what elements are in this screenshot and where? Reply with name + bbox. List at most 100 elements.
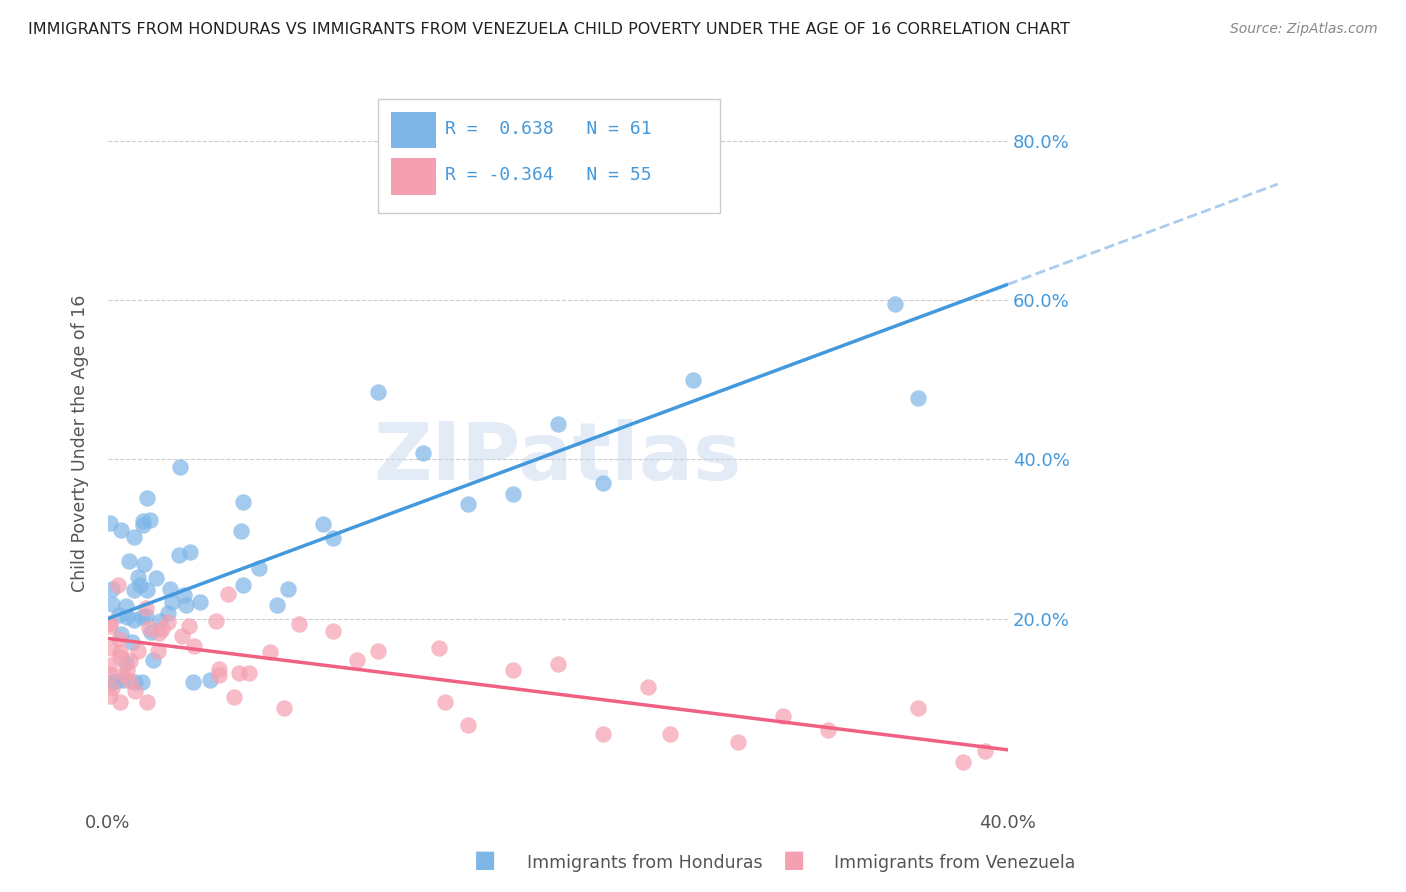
Point <box>322 531 344 545</box>
Point <box>110 695 132 709</box>
Point <box>131 610 153 624</box>
Point <box>173 588 195 602</box>
Point <box>122 583 145 598</box>
Point <box>457 718 479 732</box>
Point <box>238 665 260 680</box>
Point <box>231 524 253 539</box>
Point <box>659 727 682 741</box>
Point <box>129 578 152 592</box>
Text: ■: ■ <box>783 848 806 872</box>
Y-axis label: Child Poverty Under the Age of 16: Child Poverty Under the Age of 16 <box>72 294 89 592</box>
Point <box>135 609 157 624</box>
Point <box>105 674 128 689</box>
Point <box>110 523 132 537</box>
Point <box>131 675 153 690</box>
FancyBboxPatch shape <box>378 99 720 213</box>
Point <box>169 459 191 474</box>
Point <box>547 657 569 671</box>
Point <box>367 643 389 657</box>
Point <box>907 391 929 405</box>
Point <box>169 548 191 562</box>
Point <box>115 664 138 678</box>
Text: R = -0.364   N = 55: R = -0.364 N = 55 <box>446 166 652 184</box>
Point <box>952 755 974 769</box>
Point <box>817 723 839 738</box>
Point <box>134 557 156 571</box>
Point <box>434 695 457 709</box>
Bar <box>391 112 436 148</box>
Point <box>131 514 153 528</box>
Point <box>232 578 254 592</box>
Point <box>136 491 159 505</box>
Point <box>266 599 288 613</box>
Point <box>228 665 250 680</box>
Text: ■: ■ <box>474 848 496 872</box>
Point <box>346 653 368 667</box>
Point <box>150 623 173 637</box>
Point <box>98 616 121 631</box>
Point <box>772 709 794 723</box>
Point <box>114 599 136 614</box>
Point <box>145 571 167 585</box>
Point <box>149 614 172 628</box>
Point <box>136 582 159 597</box>
Point <box>122 530 145 544</box>
Point <box>907 701 929 715</box>
Point <box>101 681 124 695</box>
Point <box>637 681 659 695</box>
Point <box>277 582 299 597</box>
Point <box>174 599 197 613</box>
Point <box>98 689 121 703</box>
Text: Immigrants from Honduras: Immigrants from Honduras <box>527 855 763 872</box>
Point <box>502 487 524 501</box>
Point <box>502 663 524 677</box>
Point <box>183 640 205 654</box>
Point <box>412 446 434 460</box>
Point <box>118 654 141 668</box>
Point <box>138 622 160 636</box>
Point <box>121 635 143 649</box>
Point <box>157 615 180 629</box>
Point <box>101 675 124 690</box>
Point <box>222 690 245 704</box>
Point <box>142 653 165 667</box>
Point <box>148 644 170 658</box>
Point <box>136 695 159 709</box>
Point <box>181 675 204 690</box>
Point <box>208 662 231 676</box>
Point <box>122 613 145 627</box>
Point <box>322 624 344 638</box>
Point <box>101 597 124 611</box>
Point <box>98 516 121 530</box>
Point <box>232 495 254 509</box>
Point <box>273 701 295 715</box>
Point <box>159 582 181 597</box>
Point <box>259 645 281 659</box>
Point <box>107 578 129 592</box>
Point <box>170 629 193 643</box>
Text: R =  0.638   N = 61: R = 0.638 N = 61 <box>446 120 652 137</box>
Point <box>118 554 141 568</box>
Text: Immigrants from Venezuela: Immigrants from Venezuela <box>834 855 1076 872</box>
Point <box>188 595 211 609</box>
Point <box>111 667 134 681</box>
Point <box>200 673 222 687</box>
Point <box>727 735 749 749</box>
Point <box>217 587 239 601</box>
Point <box>135 601 157 615</box>
Point <box>311 516 333 531</box>
Point <box>547 417 569 432</box>
Point <box>974 744 997 758</box>
Point <box>427 641 450 656</box>
Point <box>98 618 121 632</box>
Bar <box>391 158 436 194</box>
Point <box>124 675 146 690</box>
Point <box>177 619 200 633</box>
Point <box>884 297 907 311</box>
Text: IMMIGRANTS FROM HONDURAS VS IMMIGRANTS FROM VENEZUELA CHILD POVERTY UNDER THE AG: IMMIGRANTS FROM HONDURAS VS IMMIGRANTS F… <box>28 22 1070 37</box>
Point <box>110 644 132 658</box>
Point <box>101 582 124 597</box>
Point <box>100 667 122 681</box>
Point <box>132 518 155 533</box>
Point <box>148 626 170 640</box>
